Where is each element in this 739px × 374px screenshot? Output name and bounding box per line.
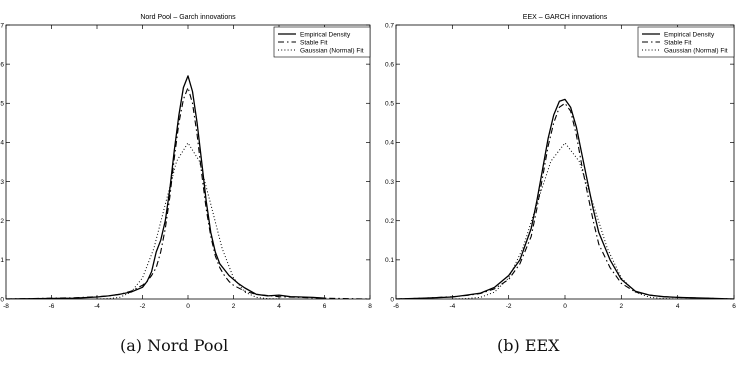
legend-label: Empirical Density [664,31,715,38]
series-empirical-density-line [396,98,734,299]
series-stable-fit-line [6,87,370,299]
legend-box [273,26,371,58]
x-tick-label: -4 [449,303,455,310]
x-tick-label: -6 [49,303,55,310]
caption-nord-pool: (a) Nord Pool [120,336,229,355]
y-tick-label: 0.3 [0,179,4,186]
y-tick-label: 0.7 [0,22,4,29]
x-tick-label: 2 [620,303,624,310]
plot-area [396,98,734,299]
y-tick-label: 0.6 [385,61,394,68]
y-tick-label: 0.2 [0,218,4,225]
series-gaussian-normal-fit-line [96,142,280,299]
y-tick-label: 0.5 [0,101,4,108]
x-tick-label: -2 [140,303,146,310]
x-tick-label: 6 [323,303,327,310]
series-empirical-density-line [6,75,325,299]
plot-frame [5,24,371,300]
y-tick-label: 0.2 [385,218,394,225]
x-tick-label: 2 [232,303,236,310]
y-tick-label: 0.1 [385,257,394,264]
plot-frame [395,24,735,300]
legend-label: Empirical Density [300,31,351,38]
legend-label: Gaussian (Normal) Fit [664,47,728,54]
x-tick-label: 0 [563,303,567,310]
x-tick-label: -4 [94,303,100,310]
caption-eex: (b) EEX [497,336,560,355]
plot-area [6,75,370,299]
x-tick-label: -6 [393,303,399,310]
x-tick-label: 0 [186,303,190,310]
legend-box [637,26,735,58]
y-tick-label: 0.5 [385,101,394,108]
y-tick-label: 0 [0,296,4,303]
y-tick-label: 0.4 [385,140,394,147]
y-tick-label: 0.4 [0,140,4,147]
y-tick-label: 0.3 [385,179,394,186]
legend-label: Stable Fit [664,39,692,46]
series-stable-fit-line [396,102,734,299]
x-tick-label: 6 [732,303,736,310]
y-tick-label: 0.1 [0,257,4,264]
chart-title: Nord Pool – Garch innovations [140,14,236,21]
x-tick-label: 4 [277,303,281,310]
y-tick-label: 0 [390,296,394,303]
y-tick-label: 0.6 [0,61,4,68]
y-tick-label: 0.7 [385,22,394,29]
chart-title: EEX – GARCH innovations [523,14,608,21]
legend-label: Gaussian (Normal) Fit [300,47,364,54]
chart-eex: EEX – GARCH innovations -6 -4 -2 0 2 4 6 0 0.1 0.2… [385,14,736,310]
x-tick-label: 4 [676,303,680,310]
chart-nord-pool: Nord Pool – Garch innovations -8 -6 -4 -2 0 2 4… [0,14,372,310]
x-tick-label: -8 [3,303,9,310]
legend-label: Stable Fit [300,39,328,46]
x-tick-label: -2 [506,303,512,310]
series-gaussian-normal-fit-line [452,142,678,299]
x-tick-label: 8 [368,303,372,310]
